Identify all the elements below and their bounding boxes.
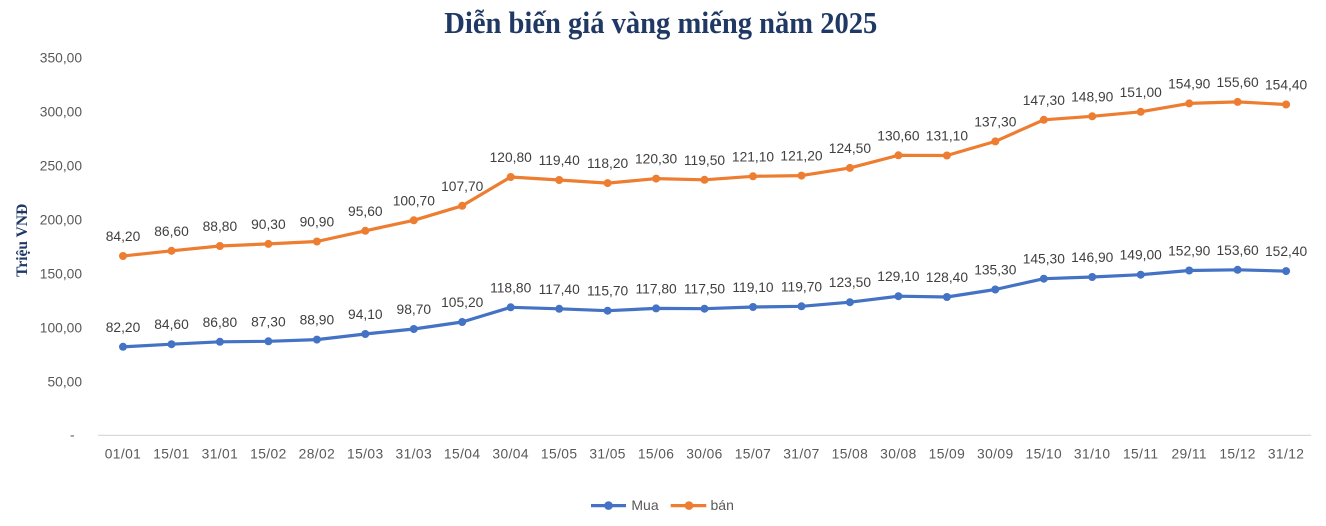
svg-text:146,90: 146,90 [1071, 250, 1114, 265]
svg-text:131,10: 131,10 [926, 129, 969, 144]
svg-text:29/11: 29/11 [1171, 447, 1207, 462]
svg-text:88,90: 88,90 [300, 313, 335, 328]
svg-text:107,70: 107,70 [441, 179, 484, 194]
svg-text:Diễn biến giá vàng miếng năm 2: Diễn biến giá vàng miếng năm 2025 [444, 5, 877, 40]
svg-text:28/02: 28/02 [299, 447, 336, 462]
svg-text:84,20: 84,20 [106, 229, 141, 244]
svg-text:147,30: 147,30 [1023, 93, 1066, 108]
svg-text:-: - [70, 428, 75, 443]
svg-text:98,70: 98,70 [397, 302, 432, 317]
svg-text:01/01: 01/01 [105, 447, 142, 462]
svg-text:152,90: 152,90 [1168, 244, 1211, 259]
svg-text:145,30: 145,30 [1023, 252, 1066, 267]
svg-text:30/08: 30/08 [880, 447, 917, 462]
svg-text:115,70: 115,70 [587, 284, 629, 299]
svg-text:119,10: 119,10 [732, 280, 774, 295]
svg-text:250,00: 250,00 [40, 159, 83, 174]
svg-text:15/11: 15/11 [1123, 447, 1159, 462]
svg-text:118,80: 118,80 [490, 280, 532, 295]
svg-text:119,40: 119,40 [539, 153, 581, 168]
svg-text:148,90: 148,90 [1071, 89, 1114, 104]
svg-text:15/12: 15/12 [1219, 447, 1256, 462]
svg-text:15/02: 15/02 [250, 447, 287, 462]
svg-text:30/06: 30/06 [686, 447, 723, 462]
svg-text:86,60: 86,60 [154, 224, 189, 239]
svg-text:124,50: 124,50 [829, 141, 872, 156]
svg-text:15/03: 15/03 [347, 447, 384, 462]
svg-text:30/09: 30/09 [977, 447, 1014, 462]
svg-text:119,70: 119,70 [781, 279, 823, 294]
svg-text:121,10: 121,10 [732, 149, 775, 164]
svg-text:128,40: 128,40 [926, 270, 969, 285]
svg-text:88,80: 88,80 [203, 219, 238, 234]
svg-text:130,60: 130,60 [877, 128, 920, 143]
svg-text:31/01: 31/01 [202, 447, 239, 462]
svg-text:137,30: 137,30 [974, 114, 1017, 129]
svg-text:154,40: 154,40 [1265, 78, 1308, 93]
svg-text:154,90: 154,90 [1168, 76, 1211, 91]
svg-text:100,00: 100,00 [40, 320, 83, 335]
svg-text:155,60: 155,60 [1216, 75, 1259, 90]
svg-text:31/10: 31/10 [1074, 447, 1111, 462]
svg-text:15/09: 15/09 [929, 447, 966, 462]
svg-text:31/12: 31/12 [1268, 447, 1305, 462]
svg-text:15/01: 15/01 [153, 447, 190, 462]
svg-text:120,80: 120,80 [490, 150, 533, 165]
svg-text:118,20: 118,20 [587, 156, 629, 171]
svg-text:95,60: 95,60 [348, 204, 383, 219]
svg-text:150,00: 150,00 [40, 266, 83, 281]
svg-text:90,30: 90,30 [251, 217, 286, 232]
svg-text:119,50: 119,50 [684, 153, 726, 168]
svg-text:350,00: 350,00 [40, 51, 83, 66]
svg-text:bán: bán [711, 497, 734, 513]
svg-text:31/05: 31/05 [589, 447, 626, 462]
svg-text:Triệu VNĐ: Triệu VNĐ [14, 204, 31, 277]
svg-text:31/07: 31/07 [783, 447, 820, 462]
svg-text:15/08: 15/08 [832, 447, 869, 462]
svg-text:84,60: 84,60 [154, 317, 189, 332]
svg-text:151,00: 151,00 [1120, 85, 1163, 100]
svg-text:200,00: 200,00 [40, 213, 83, 228]
svg-text:105,20: 105,20 [441, 295, 484, 310]
svg-text:300,00: 300,00 [40, 105, 83, 120]
svg-text:30/04: 30/04 [492, 447, 529, 462]
svg-text:50,00: 50,00 [47, 374, 82, 389]
svg-text:117,50: 117,50 [684, 282, 726, 297]
svg-text:135,30: 135,30 [974, 263, 1017, 278]
svg-text:100,70: 100,70 [393, 193, 436, 208]
svg-text:123,50: 123,50 [829, 275, 872, 290]
svg-text:90,90: 90,90 [300, 215, 335, 230]
svg-text:129,10: 129,10 [877, 269, 920, 284]
svg-text:15/07: 15/07 [735, 447, 772, 462]
svg-text:117,40: 117,40 [539, 282, 581, 297]
svg-text:15/05: 15/05 [541, 447, 578, 462]
svg-text:152,40: 152,40 [1265, 244, 1308, 259]
svg-text:121,20: 121,20 [780, 149, 823, 164]
svg-text:153,60: 153,60 [1216, 243, 1259, 258]
svg-text:82,20: 82,20 [106, 320, 141, 335]
svg-text:31/03: 31/03 [396, 447, 433, 462]
svg-text:87,30: 87,30 [251, 314, 286, 329]
svg-text:149,00: 149,00 [1120, 248, 1163, 263]
svg-text:117,80: 117,80 [636, 281, 678, 296]
svg-text:15/04: 15/04 [444, 447, 481, 462]
svg-text:Mua: Mua [631, 497, 658, 513]
svg-text:15/10: 15/10 [1026, 447, 1063, 462]
svg-text:120,30: 120,30 [635, 152, 678, 167]
svg-text:86,80: 86,80 [203, 315, 238, 330]
svg-text:94,10: 94,10 [348, 307, 383, 322]
svg-text:15/06: 15/06 [638, 447, 675, 462]
